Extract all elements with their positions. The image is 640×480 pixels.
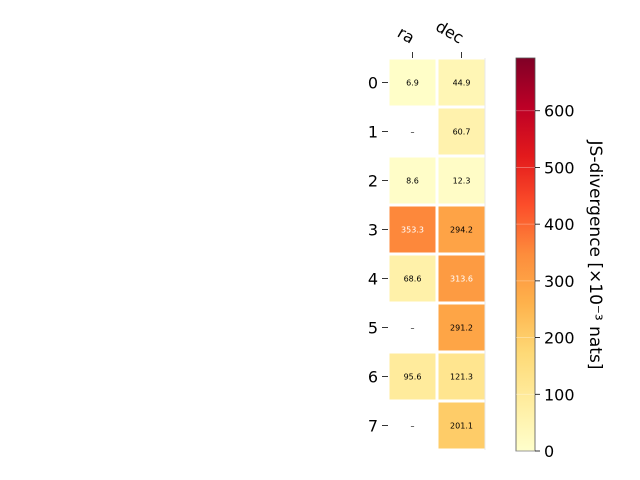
heatmap-cell-label: 95.6 [404, 373, 422, 382]
heatmap-cell [389, 59, 436, 106]
heatmap-cell [389, 255, 436, 302]
row-tick-label: 6 [368, 368, 378, 387]
heatmap-cell-label: 201.1 [450, 422, 473, 431]
heatmap-cell-label: 44.9 [453, 79, 471, 88]
colorbar-ticks: 0 100 200 300 400 500 600 [516, 102, 575, 461]
heatmap-cell [438, 402, 485, 449]
row-tick-label: 5 [368, 319, 378, 338]
colorbar-label: JS-divergence [×10⁻³ nats] [585, 140, 605, 370]
heatmap-cell [438, 255, 485, 302]
row-tick-label: 4 [368, 270, 378, 289]
heatmap-cell-label: 12.3 [453, 177, 471, 186]
heatmap-cell-label: 60.7 [453, 128, 471, 137]
heatmap-cell-label: 6.9 [406, 79, 419, 88]
colorbar-tick-label: 0 [544, 442, 554, 461]
heatmap-cell-label: 294.2 [450, 226, 473, 235]
heatmap-cell [438, 157, 485, 204]
heatmap-cell-empty-label: – [411, 324, 415, 333]
row-tick-label: 2 [368, 172, 378, 191]
row-tick-label: 1 [368, 123, 378, 142]
row-tick-labels: 0 1 2 3 4 5 6 7 [368, 74, 388, 436]
heatmap-cell [438, 353, 485, 400]
row-tick-label: 0 [368, 74, 378, 93]
heatmap-cell-label: 291.2 [450, 324, 473, 333]
heatmap-cell [438, 206, 485, 253]
heatmap-cell [389, 157, 436, 204]
heatmap-cell [389, 353, 436, 400]
row-tick-label: 3 [368, 221, 378, 240]
colorbar [515, 57, 536, 452]
heatmap-cells: 6.9 44.9 – 60.7 8.6 12.3 353.3 294.2 68.6 313.6 – 2… [389, 58, 486, 450]
heatmap-cell-label: 353.3 [401, 226, 424, 235]
row-tick-label: 7 [368, 417, 378, 436]
column-tick-label: ra [394, 23, 418, 48]
heatmap-cell [438, 108, 485, 155]
colorbar-tick-label: 200 [544, 329, 575, 348]
heatmap-cell [438, 304, 485, 351]
heatmap-cell-label: 8.6 [406, 177, 419, 186]
colorbar-tick-label: 500 [544, 158, 575, 177]
heatmap-cell-empty-label: – [411, 128, 415, 137]
heatmap-cell-empty-label: – [411, 422, 415, 431]
colorbar-tick-label: 400 [544, 215, 575, 234]
column-tick-label: dec [433, 17, 467, 48]
colorbar-tick-label: 600 [544, 102, 575, 121]
heatmap-cell-label: 121.3 [450, 373, 473, 382]
heatmap-cell-label: 68.6 [404, 275, 422, 284]
heatmap-cell [438, 59, 485, 106]
column-tick-labels: ra dec [394, 17, 467, 58]
colorbar-tick-label: 300 [544, 272, 575, 291]
heatmap-cell [389, 206, 436, 253]
heatmap-cell-label: 313.6 [450, 275, 473, 284]
colorbar-tick-label: 100 [544, 385, 575, 404]
